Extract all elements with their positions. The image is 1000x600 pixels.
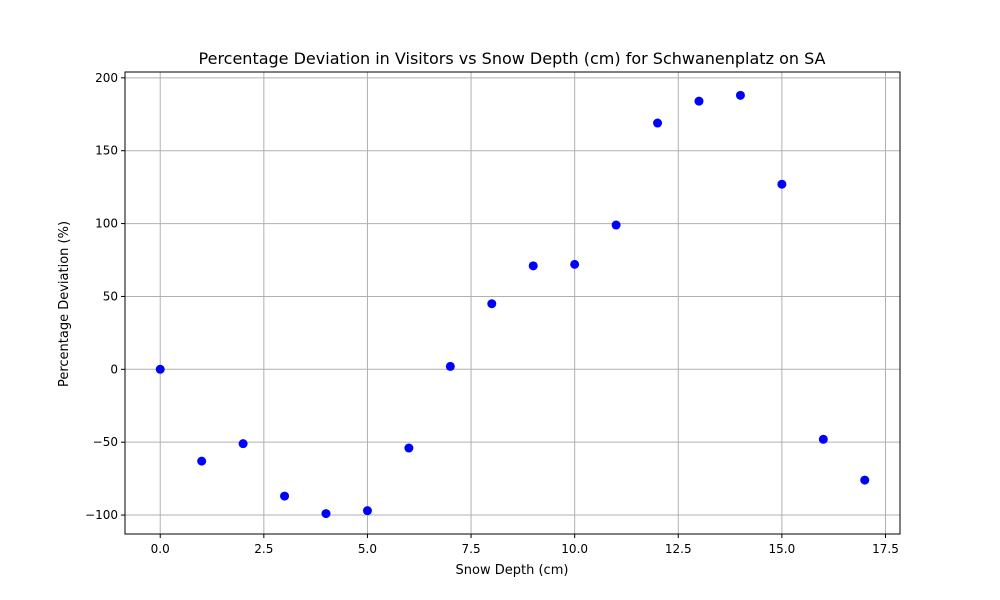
y-tick-label: 200 bbox=[95, 71, 118, 85]
data-point bbox=[155, 364, 165, 374]
data-point bbox=[694, 96, 704, 106]
grid-lines bbox=[125, 72, 900, 534]
data-point bbox=[280, 491, 290, 501]
data-point bbox=[404, 443, 414, 453]
data-point bbox=[735, 90, 745, 100]
data-point bbox=[487, 299, 497, 309]
y-axis-label: Percentage Deviation (%) bbox=[57, 221, 72, 387]
data-point bbox=[777, 179, 787, 189]
x-tick-label: 7.5 bbox=[462, 542, 481, 556]
x-tick-label: 12.5 bbox=[665, 542, 692, 556]
y-tick-label: −100 bbox=[85, 508, 118, 522]
y-tick-label: −50 bbox=[93, 435, 118, 449]
y-tick-label: 100 bbox=[95, 217, 118, 231]
x-tick-label: 2.5 bbox=[254, 542, 273, 556]
y-tick-label: 50 bbox=[103, 289, 118, 303]
x-tick-label: 0.0 bbox=[151, 542, 170, 556]
data-point bbox=[818, 434, 828, 444]
data-point bbox=[321, 509, 331, 519]
x-axis-label: Snow Depth (cm) bbox=[456, 563, 569, 578]
data-point bbox=[362, 506, 372, 516]
data-point bbox=[197, 456, 207, 466]
y-tick-label: 150 bbox=[95, 144, 118, 158]
data-point bbox=[653, 118, 663, 128]
x-tick-label: 17.5 bbox=[872, 542, 899, 556]
chart-title: Percentage Deviation in Visitors vs Snow… bbox=[199, 49, 826, 68]
x-tick-label: 15.0 bbox=[769, 542, 796, 556]
y-tick-label: 0 bbox=[110, 362, 118, 376]
x-tick-label: 5.0 bbox=[358, 542, 377, 556]
axis-ticks: 0.0 2.5 5.0 7.5 10.0 12.5 15.0 17.5 −100 −50 0 50 10… bbox=[85, 71, 899, 556]
data-point bbox=[528, 261, 538, 271]
plot-area-frame bbox=[124, 71, 901, 535]
data-point bbox=[570, 259, 580, 269]
data-point bbox=[860, 475, 870, 485]
data-point bbox=[238, 439, 248, 449]
data-point bbox=[445, 361, 455, 371]
data-point bbox=[611, 220, 621, 230]
data-points bbox=[155, 90, 870, 519]
x-tick-label: 10.0 bbox=[561, 542, 588, 556]
